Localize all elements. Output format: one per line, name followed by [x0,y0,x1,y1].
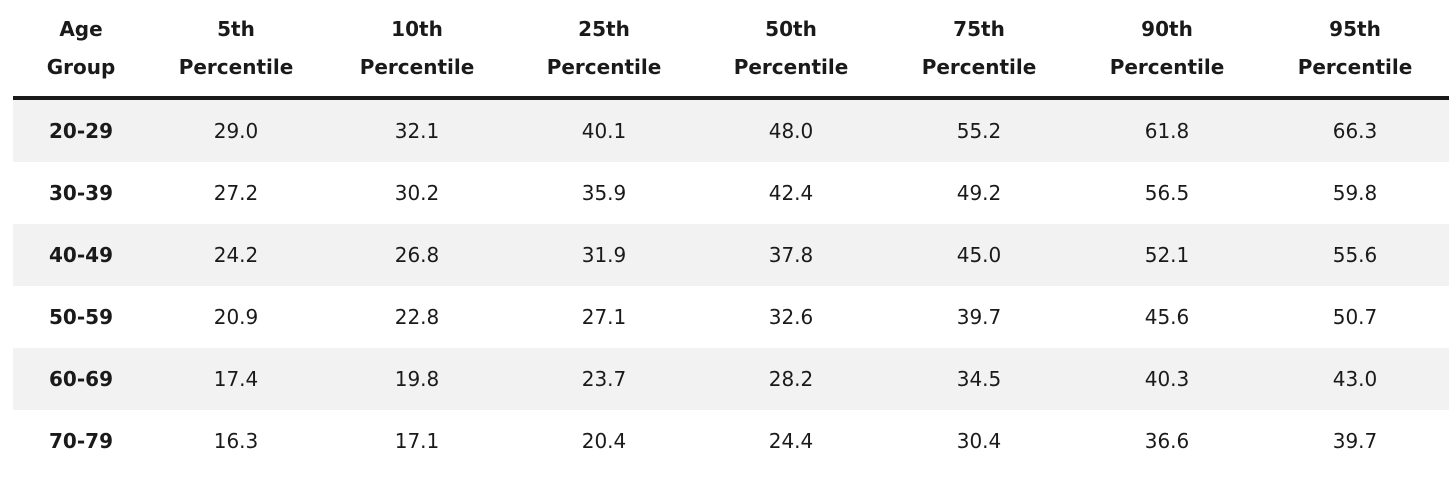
value-cell: 39.7 [956,305,1002,329]
value-cell: 59.8 [1332,181,1378,205]
age-group-cell: 30-39 [49,181,113,205]
table-container: Age Group 5th Percentile 10th Percentile 25… [13,0,1449,472]
value-cell: 50.7 [1332,305,1378,329]
value-cell: 32.1 [323,98,511,162]
value-cell: 45.0 [885,224,1073,286]
header-row: Age Group 5th Percentile 10th Percentile 25… [13,0,1449,100]
value-cell: 27.1 [581,305,627,329]
value-cell: 42.4 [768,181,814,205]
column-header: Age Group [13,0,149,100]
value-cell: 22.8 [394,305,440,329]
value-cell: 36.6 [1144,429,1190,453]
column-header: 10th Percentile [323,0,511,100]
value-cell: 34.5 [885,348,1073,410]
value-cell: 56.5 [1144,181,1190,205]
age-group-cell: 60-69 [13,348,149,410]
age-group-cell: 50-59 [49,305,113,329]
table-row: 20-29 29.0 32.1 40.1 48.0 55.2 61.8 66.3 [13,98,1449,162]
value-cell: 30.4 [956,429,1002,453]
value-cell: 39.7 [1332,429,1378,453]
age-group-cell: 20-29 [13,98,149,162]
value-cell: 61.8 [1073,98,1261,162]
value-cell: 55.2 [885,98,1073,162]
value-cell: 19.8 [323,348,511,410]
table-header: Age Group 5th Percentile 10th Percentile 25… [13,0,1449,100]
value-cell: 17.4 [149,348,323,410]
column-header: 5th Percentile [149,0,323,100]
value-cell: 20.9 [213,305,259,329]
column-header: 95th Percentile [1261,0,1449,100]
value-cell: 32.6 [768,305,814,329]
value-cell: 28.2 [697,348,885,410]
value-cell: 37.8 [697,224,885,286]
value-cell: 24.4 [768,429,814,453]
column-header: 90th Percentile [1073,0,1261,100]
column-header: 25th Percentile [511,0,697,100]
value-cell: 45.6 [1144,305,1190,329]
table-row: 40-49 24.2 26.8 31.9 37.8 45.0 52.1 55.6 [13,224,1449,286]
value-cell: 24.2 [149,224,323,286]
table-row: 30-39 27.2 30.2 35.9 42.4 49.2 56.5 59.8 [13,162,1449,224]
age-group-cell: 70-79 [49,429,113,453]
table-row: 70-79 16.3 17.1 20.4 24.4 30.4 36.6 39.7 [13,410,1449,472]
table-row: 60-69 17.4 19.8 23.7 28.2 34.5 40.3 43.0 [13,348,1449,410]
value-cell: 35.9 [581,181,627,205]
value-cell: 23.7 [511,348,697,410]
value-cell: 31.9 [511,224,697,286]
value-cell: 17.1 [394,429,440,453]
percentile-table: Age Group 5th Percentile 10th Percentile 25… [13,0,1449,472]
column-header: 50th Percentile [697,0,885,100]
value-cell: 30.2 [394,181,440,205]
value-cell: 48.0 [697,98,885,162]
value-cell: 40.1 [511,98,697,162]
value-cell: 26.8 [323,224,511,286]
value-cell: 27.2 [213,181,259,205]
value-cell: 40.3 [1073,348,1261,410]
value-cell: 66.3 [1261,98,1449,162]
value-cell: 43.0 [1261,348,1449,410]
value-cell: 16.3 [213,429,259,453]
table-body: 20-29 29.0 32.1 40.1 48.0 55.2 61.8 66.3 30-39 27… [13,98,1449,472]
age-group-cell: 40-49 [13,224,149,286]
value-cell: 20.4 [581,429,627,453]
value-cell: 29.0 [149,98,323,162]
value-cell: 49.2 [956,181,1002,205]
value-cell: 52.1 [1073,224,1261,286]
table-row: 50-59 20.9 22.8 27.1 32.6 39.7 45.6 50.7 [13,286,1449,348]
value-cell: 55.6 [1261,224,1449,286]
column-header: 75th Percentile [885,0,1073,100]
